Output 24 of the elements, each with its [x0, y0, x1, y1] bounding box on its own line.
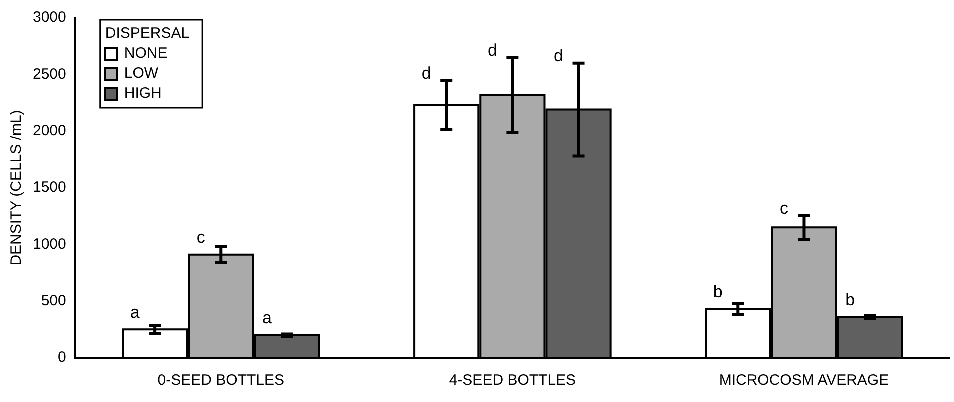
legend-label: HIGH — [124, 85, 162, 102]
y-tick-label: 0 — [58, 349, 66, 366]
y-tick-label: 500 — [41, 292, 66, 310]
legend-label: NONE — [124, 45, 168, 62]
legend-label: LOW — [124, 65, 160, 82]
y-tick-label: 2500 — [32, 66, 66, 83]
x-tick-label: MICROCOSM AVERAGE — [719, 372, 890, 390]
annotation: d — [422, 64, 432, 84]
annotation: a — [262, 308, 272, 328]
annotation: a — [130, 302, 140, 322]
annotation: b — [713, 282, 723, 302]
y-tick-label: 2000 — [32, 122, 66, 140]
annotation: d — [554, 46, 564, 66]
legend-title: DISPERSAL — [105, 25, 190, 42]
y-tick-label: 1500 — [32, 179, 66, 196]
annotation: b — [846, 290, 856, 310]
y-tick-label: 1000 — [32, 236, 66, 253]
x-tick-label: 4-SEED BOTTLES — [449, 372, 576, 390]
x-tick-label: 0-SEED BOTTLES — [158, 372, 284, 390]
annotation: c — [780, 198, 789, 218]
annotation: d — [488, 40, 498, 60]
annotation: c — [196, 228, 206, 248]
y-axis-title: DENSITY (CELLS /mL) — [8, 110, 26, 266]
y-tick-label: 3000 — [32, 9, 66, 26]
